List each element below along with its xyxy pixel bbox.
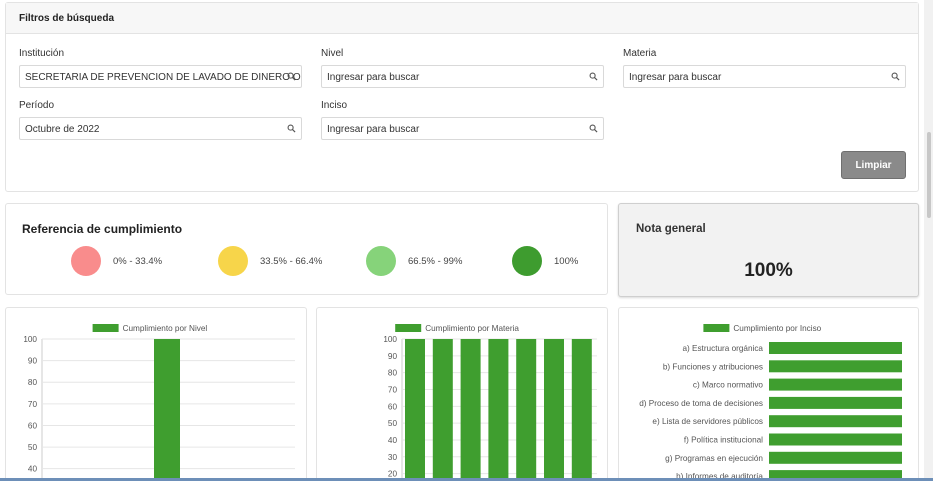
reference-circle — [218, 246, 248, 276]
y-tick-label: 70 — [388, 385, 398, 394]
y-tick-label: d) Proceso de toma de decisiones — [639, 399, 763, 408]
y-tick-label: b) Funciones y atribuciones — [663, 362, 763, 371]
filters-panel: Filtros de búsqueda Institución SECRETAR… — [5, 2, 919, 192]
inciso-label: Inciso — [321, 100, 348, 111]
search-icon — [287, 72, 296, 81]
nivel-field[interactable]: Ingresar para buscar — [321, 65, 604, 88]
y-tick-label: 80 — [388, 369, 398, 378]
bar — [154, 339, 180, 481]
inciso-placeholder: Ingresar para buscar — [327, 124, 420, 135]
bar — [571, 339, 592, 481]
y-tick-label: 100 — [383, 335, 397, 344]
y-tick-label: 70 — [28, 400, 38, 409]
y-tick-label: 50 — [388, 419, 398, 428]
legend-label: Cumplimiento por Materia — [425, 324, 519, 333]
institucion-field[interactable]: SECRETARIA DE PREVENCION DE LAVADO DE DI… — [19, 65, 302, 88]
materia-label: Materia — [623, 48, 657, 59]
bar — [488, 339, 509, 481]
bar — [432, 339, 453, 481]
chart-materia: Cumplimiento por Materia 100 90 80 70 60 50 40 3… — [383, 324, 597, 481]
clear-button[interactable]: Limpiar — [841, 151, 906, 179]
legend-swatch — [92, 324, 119, 332]
reference-label: 33.5% - 66.4% — [260, 255, 323, 267]
bar — [516, 339, 537, 481]
y-tick-label: 50 — [28, 443, 38, 452]
reference-circle — [71, 246, 101, 276]
y-tick-label: 60 — [388, 402, 398, 411]
bar — [769, 342, 902, 354]
chart-nivel-card: Cumplimiento por Nivel 100 90 80 70 60 50 40 — [5, 307, 307, 481]
chart-nivel: Cumplimiento por Nivel 100 90 80 70 60 50 40 — [23, 324, 295, 481]
reference-item: 33.5% - 66.4% — [218, 246, 322, 276]
y-tick-label: g) Programas en ejecución — [665, 454, 763, 463]
bar — [769, 360, 902, 373]
reference-label: 0% - 33.4% — [113, 255, 163, 267]
institucion-label: Institución — [19, 48, 65, 59]
bar — [769, 433, 902, 446]
y-tick-label: 80 — [28, 378, 38, 387]
search-icon — [589, 72, 598, 81]
y-tick-label: h) Informes de auditoría — [676, 472, 763, 481]
chart-materia-card: Cumplimiento por Materia 100 90 80 70 60 50 40 3… — [316, 307, 608, 481]
y-tick-label: e) Lista de servidores públicos — [652, 417, 763, 426]
reference-item: 66.5% - 99% — [366, 246, 462, 276]
filters-title: Filtros de búsqueda — [6, 3, 918, 34]
reference-label: 100% — [554, 255, 579, 267]
legend-label: Cumplimiento por Inciso — [733, 324, 821, 333]
bar — [769, 451, 902, 464]
reference-item: 0% - 33.4% — [71, 246, 162, 276]
chart-inciso-card: Cumplimiento por Inciso a) Estructura org… — [618, 307, 919, 481]
y-tick-label: a) Estructura orgánica — [682, 344, 763, 353]
search-icon — [287, 124, 296, 133]
y-tick-label: 20 — [388, 470, 398, 479]
bar — [769, 396, 902, 409]
y-tick-label: 40 — [388, 436, 398, 445]
periodo-field[interactable]: Octubre de 2022 — [19, 117, 302, 140]
bar — [769, 415, 902, 428]
y-tick-label: c) Marco normativo — [693, 381, 764, 390]
bar — [405, 339, 425, 481]
legend-label: Cumplimiento por Nivel — [123, 324, 208, 333]
y-tick-label: 40 — [28, 465, 38, 474]
general-score-title: Nota general — [636, 223, 706, 235]
y-tick-label: 30 — [388, 453, 398, 462]
bar — [460, 339, 481, 481]
chart-inciso: Cumplimiento por Inciso a) Estructura org… — [639, 324, 902, 481]
reference-title: Referencia de cumplimiento — [22, 222, 183, 236]
reference-item: 100% — [512, 246, 578, 276]
bar — [769, 378, 902, 391]
bar — [769, 470, 902, 481]
bar — [544, 339, 564, 481]
reference-circle — [512, 246, 542, 276]
page-scrollbar[interactable] — [924, 0, 933, 481]
y-tick-label: f) Política institucional — [684, 436, 763, 445]
institucion-value: SECRETARIA DE PREVENCION DE LAVADO DE DI… — [25, 72, 302, 83]
legend-swatch — [703, 324, 730, 332]
general-score-panel: Nota general 100% — [618, 203, 919, 297]
periodo-label: Período — [19, 100, 55, 111]
compliance-reference-panel: Referencia de cumplimiento 0% - 33.4% 33… — [5, 203, 608, 295]
materia-placeholder: Ingresar para buscar — [629, 72, 722, 83]
y-tick-label: 90 — [28, 357, 38, 366]
y-tick-label: 60 — [28, 421, 38, 430]
taskbar-edge — [0, 478, 933, 481]
general-score-value: 100% — [744, 260, 793, 281]
search-icon — [589, 124, 598, 133]
search-icon — [891, 72, 900, 81]
nivel-label: Nivel — [321, 48, 344, 59]
y-tick-label: 100 — [23, 335, 37, 344]
materia-field[interactable]: Ingresar para buscar — [623, 65, 906, 88]
inciso-field[interactable]: Ingresar para buscar — [321, 117, 604, 140]
reference-label: 66.5% - 99% — [408, 255, 463, 267]
reference-circle — [366, 246, 396, 276]
legend-swatch — [395, 324, 422, 332]
scrollbar-thumb[interactable] — [927, 132, 931, 218]
y-tick-label: 90 — [388, 352, 398, 361]
periodo-value: Octubre de 2022 — [25, 124, 100, 135]
nivel-placeholder: Ingresar para buscar — [327, 72, 420, 83]
